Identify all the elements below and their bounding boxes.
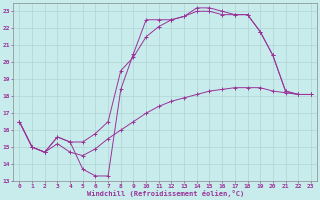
X-axis label: Windchill (Refroidissement éolien,°C): Windchill (Refroidissement éolien,°C)	[86, 190, 244, 197]
